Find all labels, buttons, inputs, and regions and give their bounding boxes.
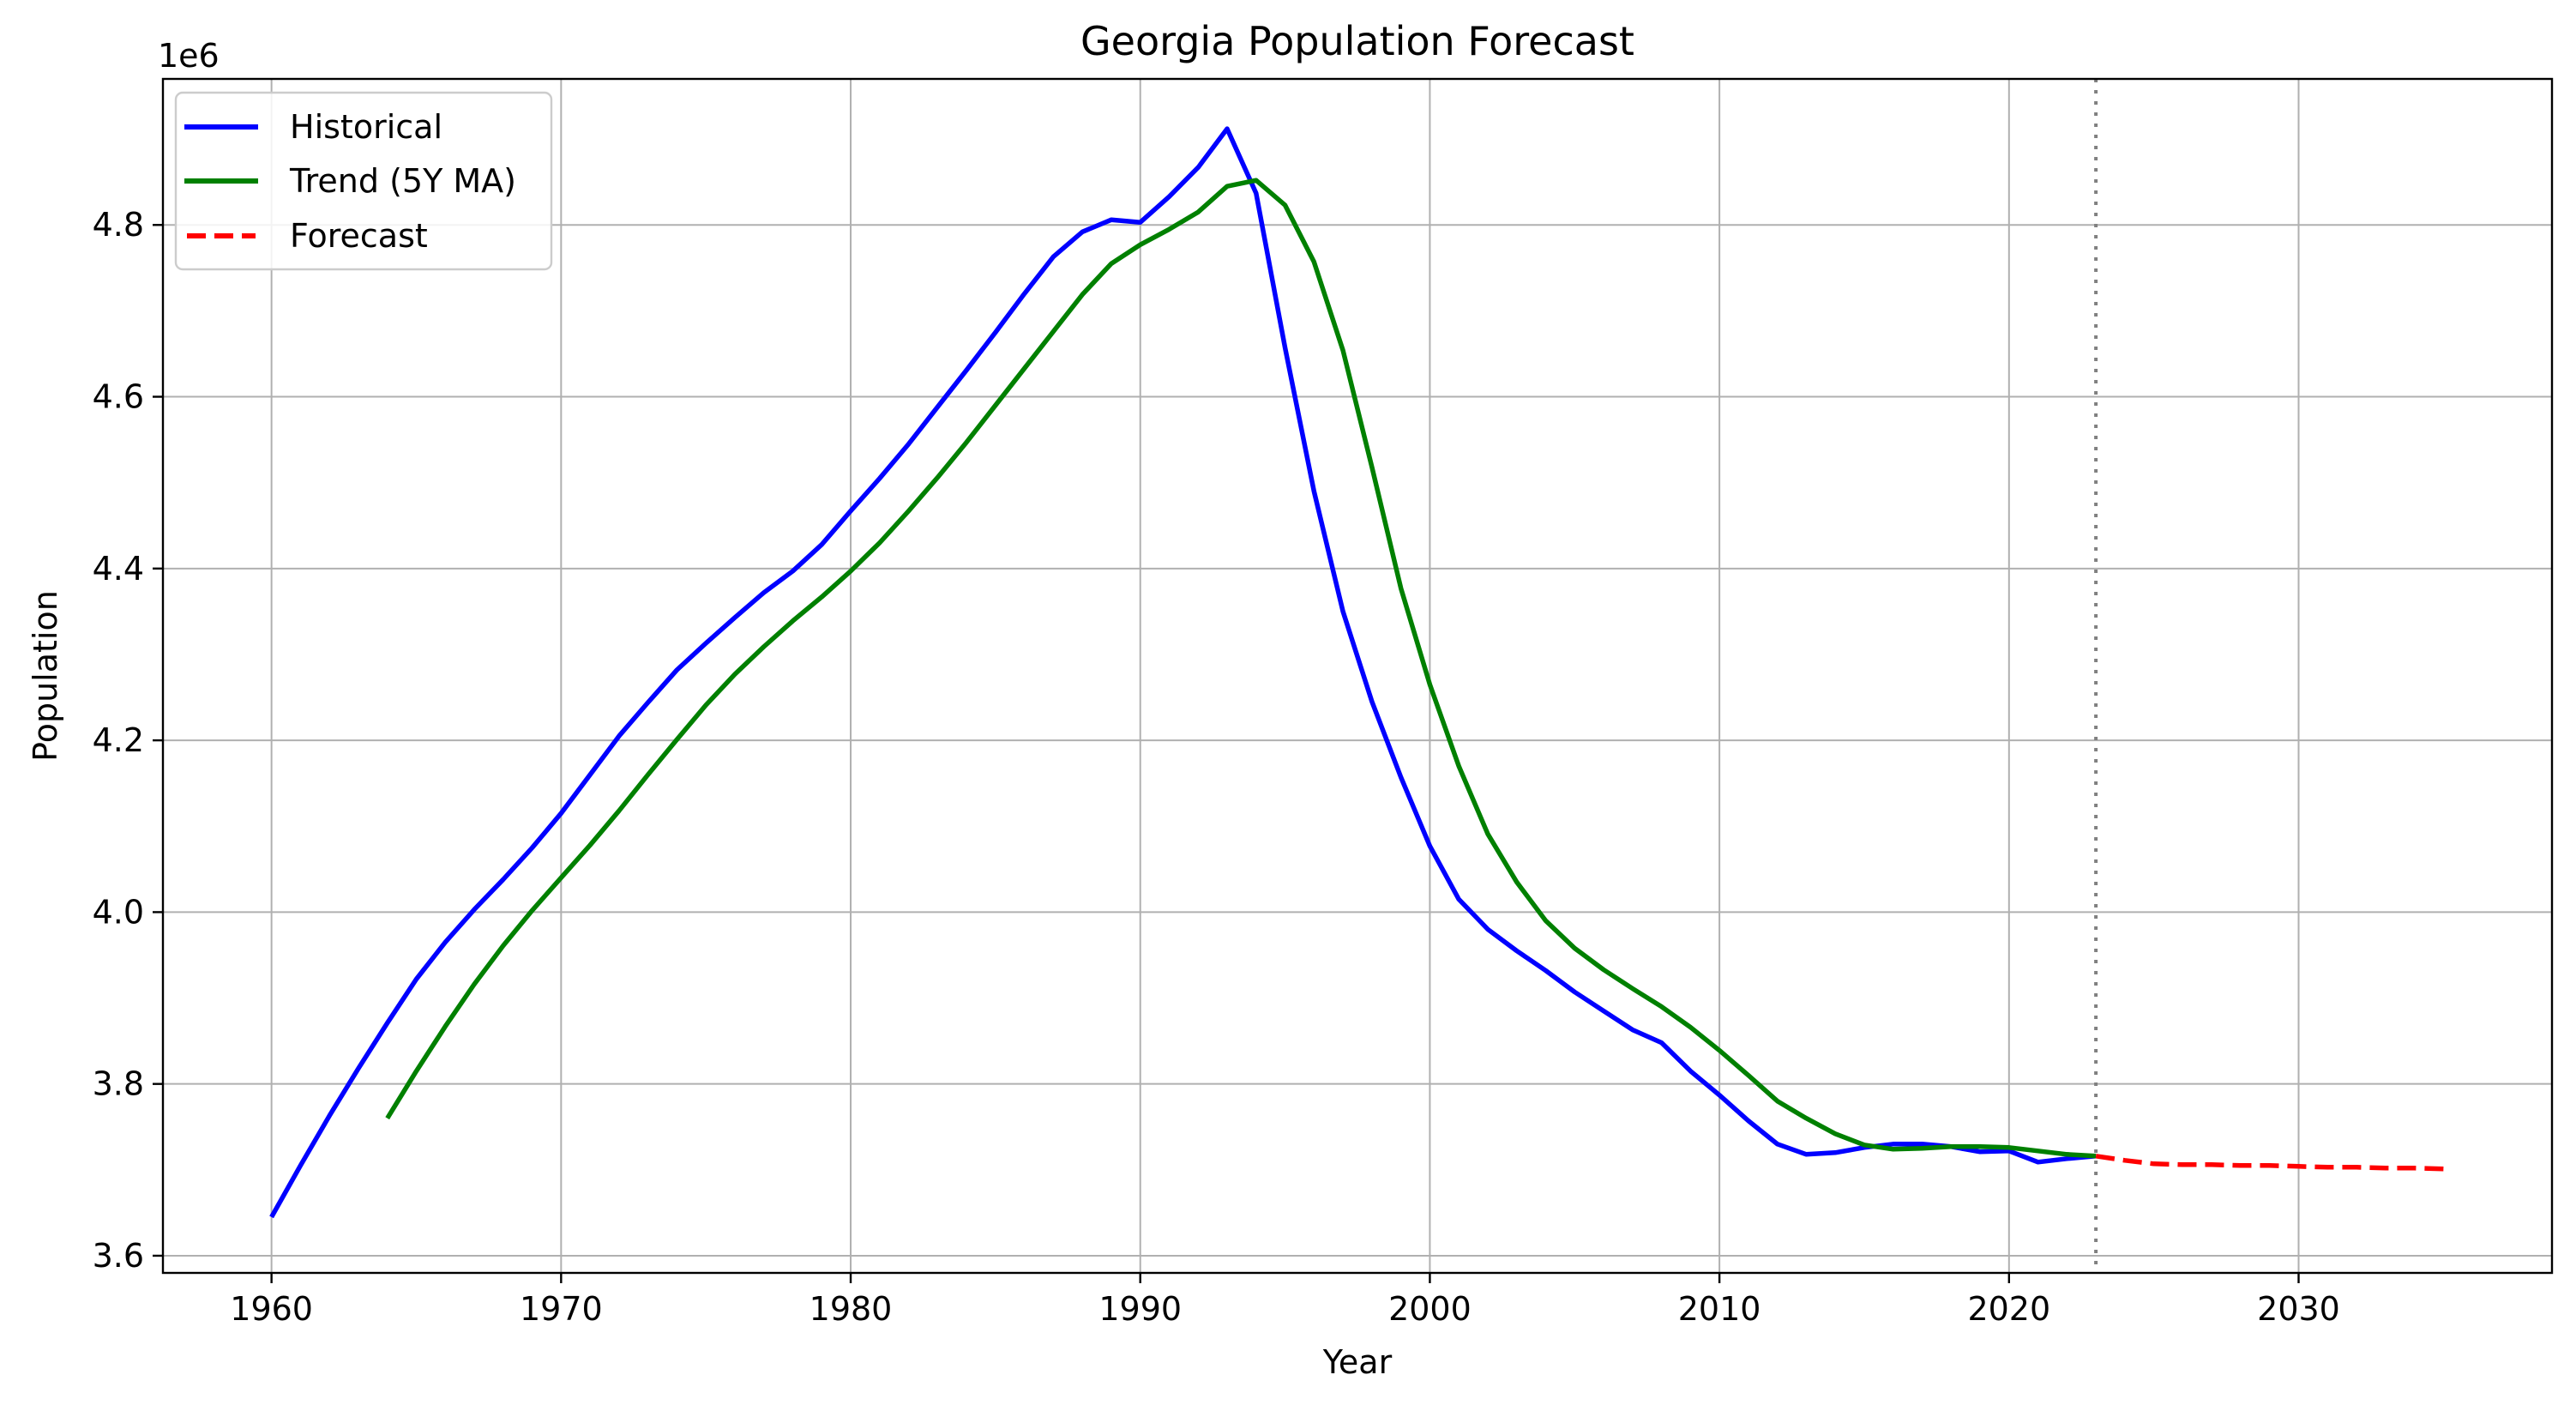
- legend-label-forecast: Forecast: [290, 217, 428, 255]
- axis-ticks: 1960 1970 1980 1990 2000 2010 2020 2030 3.6 3.8 4.…: [93, 206, 2340, 1328]
- y-tick-label: 4.2: [93, 721, 144, 759]
- plot-area-frame: [161, 77, 2554, 1275]
- x-axis-label: Year: [1322, 1343, 1393, 1381]
- chart-title: Georgia Population Forecast: [1080, 18, 1634, 64]
- legend-box: [174, 91, 553, 271]
- x-tick-label: 1990: [1098, 1290, 1182, 1328]
- series-line-historical: [269, 126, 2097, 1219]
- y-axis-label: Population: [27, 590, 64, 762]
- gridlines: [163, 79, 2552, 1273]
- y-tick-label: 4.0: [93, 893, 144, 931]
- y-axis-offset-text: 1e6: [158, 37, 220, 75]
- legend: Historical Trend (5Y MA) Forecast: [174, 91, 553, 271]
- x-tick-label: 1980: [810, 1290, 893, 1328]
- series-line-forecast: [2095, 1154, 2444, 1172]
- y-tick-label: 3.6: [93, 1237, 144, 1275]
- x-tick-label: 2010: [1678, 1290, 1761, 1328]
- y-tick-label: 4.8: [93, 206, 144, 244]
- x-tick-label: 1960: [230, 1290, 313, 1328]
- y-tick-label: 4.6: [93, 378, 144, 416]
- legend-label-historical: Historical: [290, 108, 442, 146]
- x-tick-label: 2030: [2257, 1290, 2340, 1328]
- x-tick-label: 2000: [1388, 1290, 1472, 1328]
- x-tick-label: 2020: [1967, 1290, 2050, 1328]
- series-line-trend-5y-ma: [385, 178, 2097, 1159]
- legend-label-trend: Trend (5Y MA): [289, 162, 516, 200]
- y-tick-label: 3.8: [93, 1065, 144, 1103]
- y-tick-label: 4.4: [93, 550, 144, 588]
- series-lines: [269, 126, 2444, 1219]
- x-tick-label: 1970: [520, 1290, 603, 1328]
